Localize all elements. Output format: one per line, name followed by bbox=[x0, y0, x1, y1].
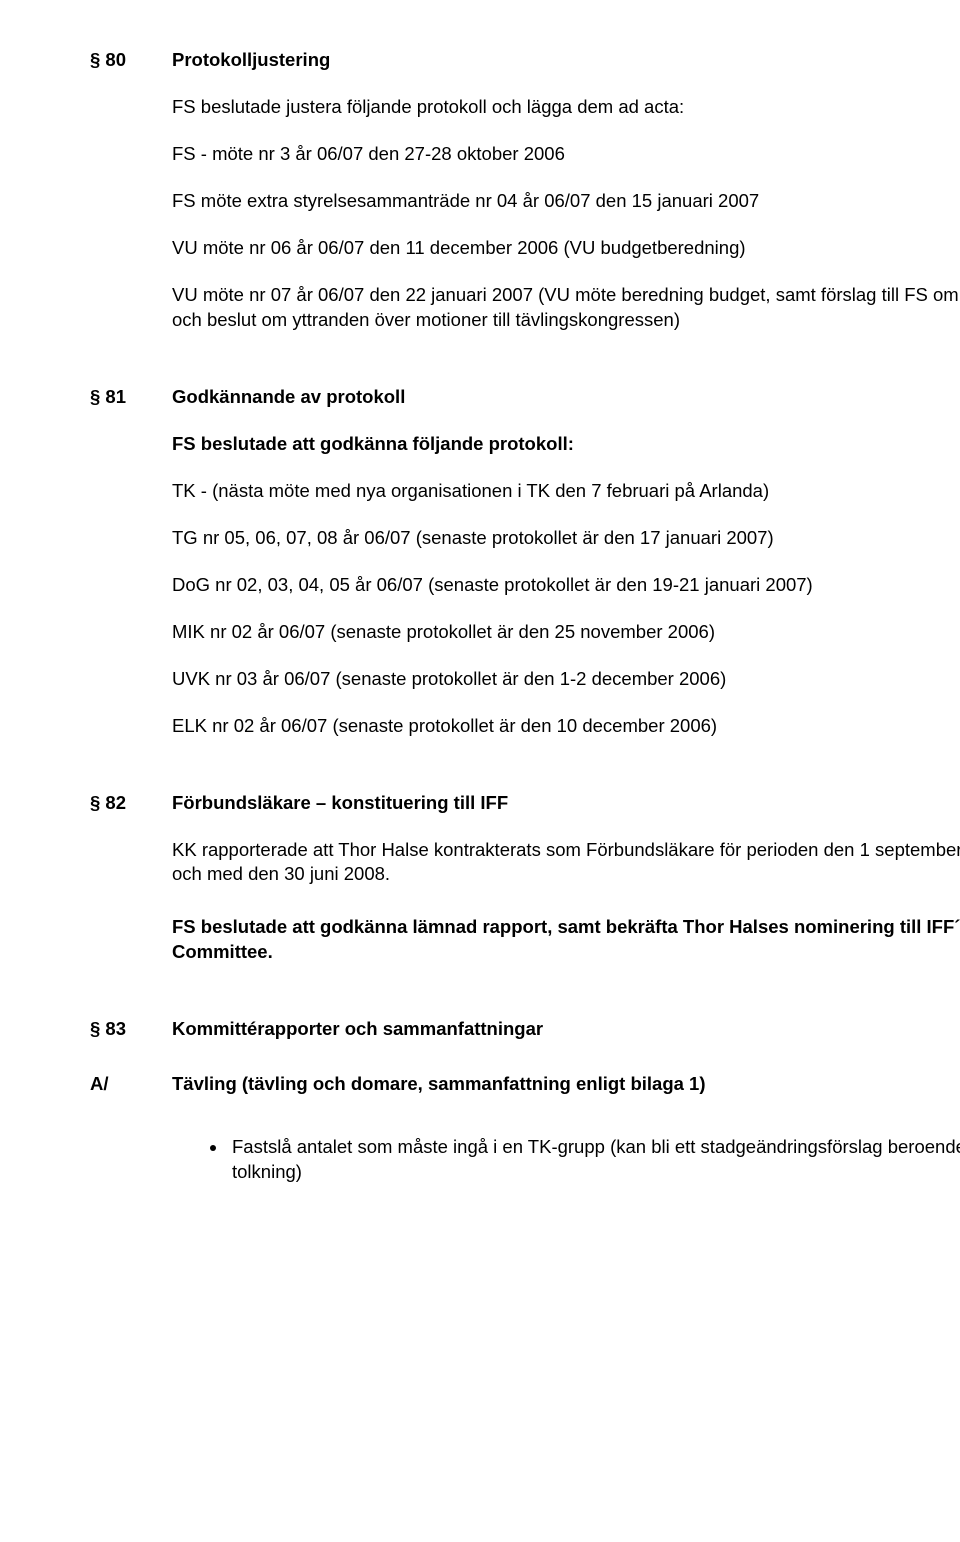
paragraph: TK - (nästa möte med nya organisationen … bbox=[172, 479, 960, 504]
paragraph: DoG nr 02, 03, 04, 05 år 06/07 (senaste … bbox=[172, 573, 960, 598]
section-title: Förbundsläkare – konstituering till IFF bbox=[172, 791, 960, 816]
paragraph: FS beslutade justera följande protokoll … bbox=[172, 95, 960, 120]
paragraph: VU möte nr 07 år 06/07 den 22 januari 20… bbox=[172, 283, 960, 333]
section-80: § 80 Protokolljustering FS beslutade jus… bbox=[90, 48, 960, 333]
page-number: 2 bbox=[90, 1273, 960, 1298]
section-title: Kommittérapporter och sammanfattningar bbox=[172, 1017, 960, 1042]
paragraph: FS möte extra styrelsesammanträde nr 04 … bbox=[172, 189, 960, 214]
paragraph: MIK nr 02 år 06/07 (senaste protokollet … bbox=[172, 620, 960, 645]
section-number: § 81 bbox=[90, 385, 172, 739]
subsection-letter: A/ bbox=[90, 1072, 172, 1097]
paragraph: VU möte nr 06 år 06/07 den 11 december 2… bbox=[172, 236, 960, 261]
paragraph: TG nr 05, 06, 07, 08 år 06/07 (senaste p… bbox=[172, 526, 960, 551]
paragraph: FS beslutade att godkänna följande proto… bbox=[172, 432, 960, 457]
paragraph: UVK nr 03 år 06/07 (senaste protokollet … bbox=[172, 667, 960, 692]
section-83: § 83 Kommittérapporter och sammanfattnin… bbox=[90, 1017, 960, 1185]
section-number: § 82 bbox=[90, 791, 172, 966]
list-item: Fastslå antalet som måste ingå i en TK-g… bbox=[228, 1135, 960, 1185]
section-81: § 81 Godkännande av protokoll FS besluta… bbox=[90, 385, 960, 739]
section-number: § 83 bbox=[90, 1017, 172, 1042]
paragraph: FS - möte nr 3 år 06/07 den 27-28 oktobe… bbox=[172, 142, 960, 167]
section-82: § 82 Förbundsläkare – konstituering till… bbox=[90, 791, 960, 966]
paragraph: KK rapporterade att Thor Halse kontrakte… bbox=[172, 838, 960, 888]
paragraph: FS beslutade att godkänna lämnad rapport… bbox=[172, 915, 960, 965]
section-number: § 80 bbox=[90, 48, 172, 333]
section-title: Protokolljustering bbox=[172, 48, 960, 73]
bullet-list: Fastslå antalet som måste ingå i en TK-g… bbox=[172, 1135, 960, 1185]
subsection-title: Tävling (tävling och domare, sammanfattn… bbox=[172, 1072, 960, 1097]
section-title: Godkännande av protokoll bbox=[172, 385, 960, 410]
paragraph: ELK nr 02 år 06/07 (senaste protokollet … bbox=[172, 714, 960, 739]
